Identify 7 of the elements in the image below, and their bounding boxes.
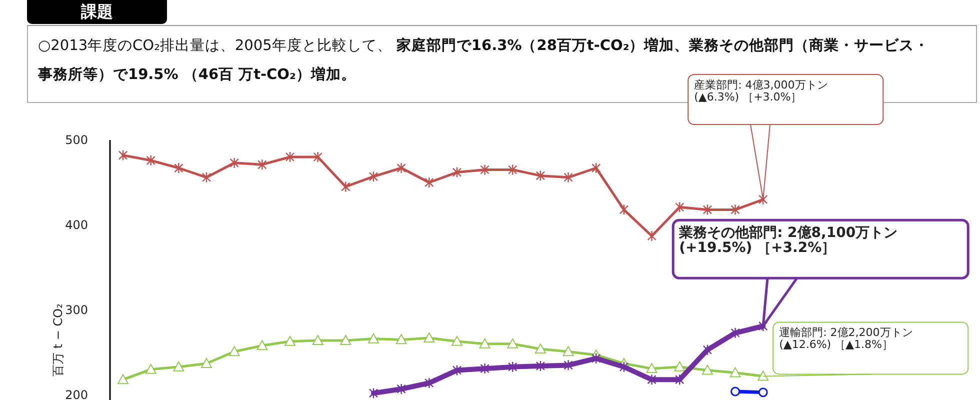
chart-title: 課題 [27,0,167,24]
y-axis-title: 百万 t − CO₂ [51,303,65,376]
annotation: 業務その他部門: 2億8,100万トン (+19.5%) ［+3.2%］ [678,224,898,256]
y-tick-label: 500 [65,133,88,147]
y-tick-label: 400 [65,218,88,232]
y-tick-label: 300 [65,302,88,317]
y-tick-label: 200 [65,388,88,400]
